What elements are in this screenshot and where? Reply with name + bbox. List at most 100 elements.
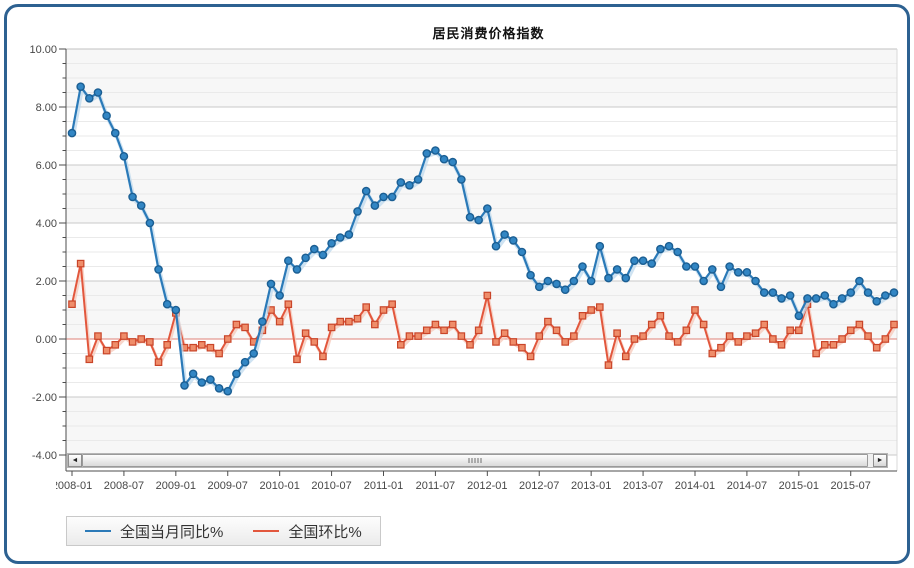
data-point[interactable]: [638, 256, 648, 266]
data-point[interactable]: [431, 320, 440, 329]
data-point[interactable]: [509, 338, 518, 346]
data-point[interactable]: [197, 341, 206, 349]
data-point[interactable]: [439, 154, 449, 164]
data-point[interactable]: [110, 128, 120, 138]
data-point[interactable]: [734, 338, 743, 346]
data-point[interactable]: [751, 329, 760, 338]
data-point[interactable]: [353, 314, 362, 323]
data-point[interactable]: [448, 320, 457, 329]
data-point[interactable]: [310, 338, 319, 346]
data-point[interactable]: [613, 329, 621, 338]
data-point[interactable]: [829, 299, 838, 309]
data-point[interactable]: [457, 332, 466, 340]
data-point[interactable]: [733, 267, 743, 277]
data-point[interactable]: [682, 262, 691, 271]
data-point[interactable]: [803, 294, 812, 303]
data-point[interactable]: [301, 253, 310, 263]
data-point[interactable]: [691, 306, 699, 314]
data-point[interactable]: [725, 332, 734, 340]
data-point[interactable]: [820, 291, 830, 300]
data-point[interactable]: [353, 207, 362, 216]
data-point[interactable]: [171, 305, 181, 315]
data-point[interactable]: [422, 149, 432, 158]
data-point[interactable]: [596, 303, 604, 311]
data-point[interactable]: [682, 326, 691, 335]
data-point[interactable]: [249, 349, 259, 358]
data-point[interactable]: [76, 82, 85, 91]
data-point[interactable]: [544, 317, 552, 326]
data-point[interactable]: [587, 306, 595, 314]
data-point[interactable]: [474, 326, 483, 335]
data-point[interactable]: [431, 146, 440, 155]
data-point[interactable]: [344, 230, 354, 239]
data-point[interactable]: [474, 215, 483, 225]
data-point[interactable]: [569, 276, 579, 286]
data-point[interactable]: [881, 335, 890, 343]
data-point[interactable]: [345, 317, 353, 326]
data-point[interactable]: [621, 273, 631, 283]
data-point[interactable]: [145, 218, 155, 228]
data-point[interactable]: [872, 343, 881, 352]
data-point[interactable]: [223, 335, 232, 343]
data-point[interactable]: [863, 288, 873, 297]
data-point[interactable]: [232, 369, 241, 379]
data-point[interactable]: [812, 349, 820, 358]
data-point[interactable]: [154, 358, 163, 367]
data-point[interactable]: [552, 279, 561, 289]
data-point[interactable]: [699, 276, 708, 286]
data-point[interactable]: [716, 282, 726, 292]
data-point[interactable]: [760, 320, 769, 329]
data-point[interactable]: [362, 303, 370, 311]
data-point[interactable]: [664, 241, 674, 251]
data-point[interactable]: [665, 332, 673, 340]
data-point[interactable]: [405, 180, 414, 190]
data-point[interactable]: [379, 306, 388, 314]
data-point[interactable]: [361, 186, 371, 196]
data-point[interactable]: [292, 265, 302, 274]
data-point[interactable]: [777, 294, 786, 303]
data-point[interactable]: [751, 276, 760, 286]
data-point[interactable]: [639, 332, 647, 340]
data-point[interactable]: [578, 262, 587, 271]
data-point[interactable]: [137, 335, 146, 343]
data-point[interactable]: [508, 236, 518, 245]
data-point[interactable]: [769, 335, 777, 343]
data-point[interactable]: [206, 375, 215, 384]
data-point[interactable]: [855, 320, 864, 329]
data-point[interactable]: [457, 175, 466, 184]
data-point[interactable]: [811, 294, 821, 303]
data-point[interactable]: [889, 288, 899, 297]
data-point[interactable]: [717, 343, 725, 352]
data-point[interactable]: [604, 361, 613, 369]
data-point[interactable]: [855, 276, 864, 286]
data-point[interactable]: [162, 299, 172, 309]
data-point[interactable]: [534, 282, 544, 292]
data-point[interactable]: [241, 323, 249, 332]
data-point[interactable]: [128, 338, 137, 346]
data-point[interactable]: [388, 300, 396, 309]
data-point[interactable]: [422, 326, 431, 335]
data-point[interactable]: [621, 352, 630, 361]
data-point[interactable]: [284, 256, 293, 266]
data-point[interactable]: [327, 238, 336, 248]
data-point[interactable]: [465, 212, 475, 222]
data-point[interactable]: [93, 88, 103, 97]
data-point[interactable]: [517, 247, 527, 257]
data-point[interactable]: [258, 317, 267, 326]
data-point[interactable]: [111, 341, 120, 349]
data-point[interactable]: [707, 265, 717, 274]
data-point[interactable]: [846, 326, 855, 335]
data-point[interactable]: [120, 332, 128, 340]
data-point[interactable]: [466, 341, 474, 349]
data-point[interactable]: [76, 259, 85, 268]
data-point[interactable]: [647, 320, 656, 329]
data-point[interactable]: [612, 265, 622, 274]
data-point[interactable]: [214, 383, 224, 393]
data-point[interactable]: [94, 332, 102, 340]
x-axis-scrollbar[interactable]: ◄ ►: [67, 453, 888, 468]
data-point[interactable]: [206, 343, 215, 352]
data-point[interactable]: [708, 349, 717, 358]
data-point[interactable]: [189, 343, 197, 352]
data-point[interactable]: [838, 335, 846, 343]
data-point[interactable]: [284, 300, 293, 309]
